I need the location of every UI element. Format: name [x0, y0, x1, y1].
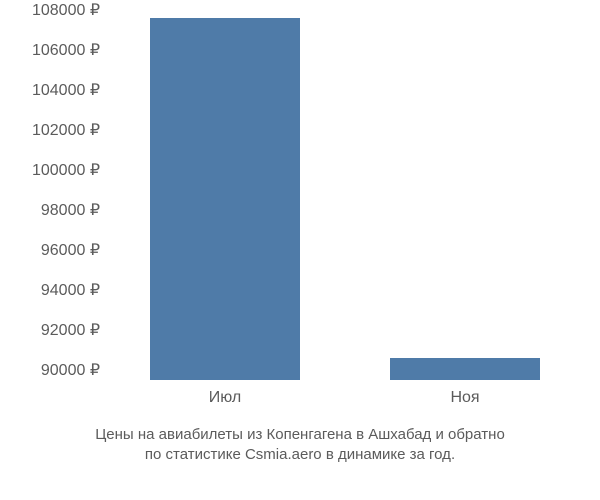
- x-tick-label: Июл: [209, 389, 241, 407]
- y-tick-label: 98000 ₽: [41, 200, 100, 220]
- price-chart: 90000 ₽ 92000 ₽ 94000 ₽ 96000 ₽ 98000 ₽ 10000…: [0, 0, 600, 500]
- y-axis: 90000 ₽ 92000 ₽ 94000 ₽ 96000 ₽ 98000 ₽ 10000…: [0, 10, 105, 380]
- y-tick-label: 104000 ₽: [32, 80, 100, 100]
- x-axis: Июл Ноя: [110, 385, 580, 415]
- y-tick-label: 106000 ₽: [32, 40, 100, 60]
- y-tick-label: 108000 ₽: [32, 0, 100, 20]
- x-tick-label: Ноя: [450, 389, 479, 407]
- caption-line-2: по статистике Csmia.aero в динамике за г…: [0, 445, 600, 465]
- chart-caption: Цены на авиабилеты из Копенгагена в Ашха…: [0, 425, 600, 466]
- y-tick-label: 102000 ₽: [32, 120, 100, 140]
- bar: [390, 358, 540, 380]
- y-tick-label: 100000 ₽: [32, 160, 100, 180]
- caption-line-1: Цены на авиабилеты из Копенгагена в Ашха…: [0, 425, 600, 445]
- y-tick-label: 94000 ₽: [41, 280, 100, 300]
- plot-area: [110, 10, 580, 380]
- y-tick-label: 92000 ₽: [41, 320, 100, 340]
- y-tick-label: 90000 ₽: [41, 360, 100, 380]
- y-tick-label: 96000 ₽: [41, 240, 100, 260]
- bar: [150, 18, 300, 380]
